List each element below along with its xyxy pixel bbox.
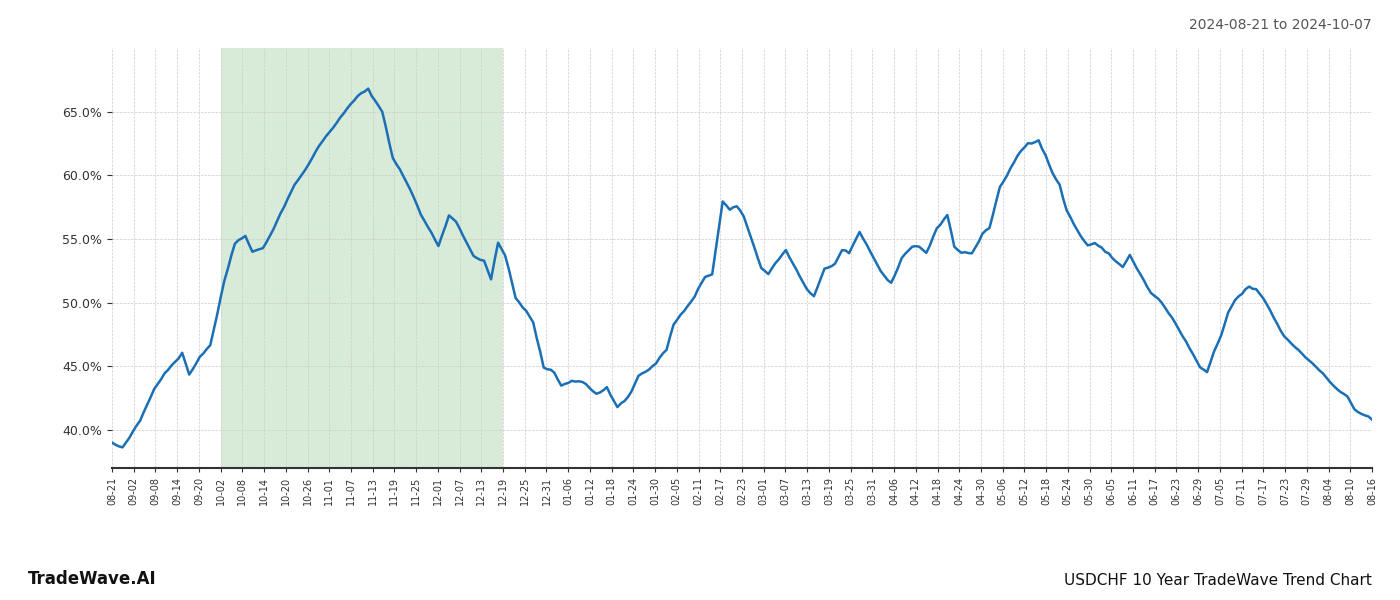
Text: TradeWave.AI: TradeWave.AI bbox=[28, 570, 157, 588]
Text: USDCHF 10 Year TradeWave Trend Chart: USDCHF 10 Year TradeWave Trend Chart bbox=[1064, 573, 1372, 588]
Bar bbox=[221, 48, 503, 468]
Text: 2024-08-21 to 2024-10-07: 2024-08-21 to 2024-10-07 bbox=[1190, 18, 1372, 32]
